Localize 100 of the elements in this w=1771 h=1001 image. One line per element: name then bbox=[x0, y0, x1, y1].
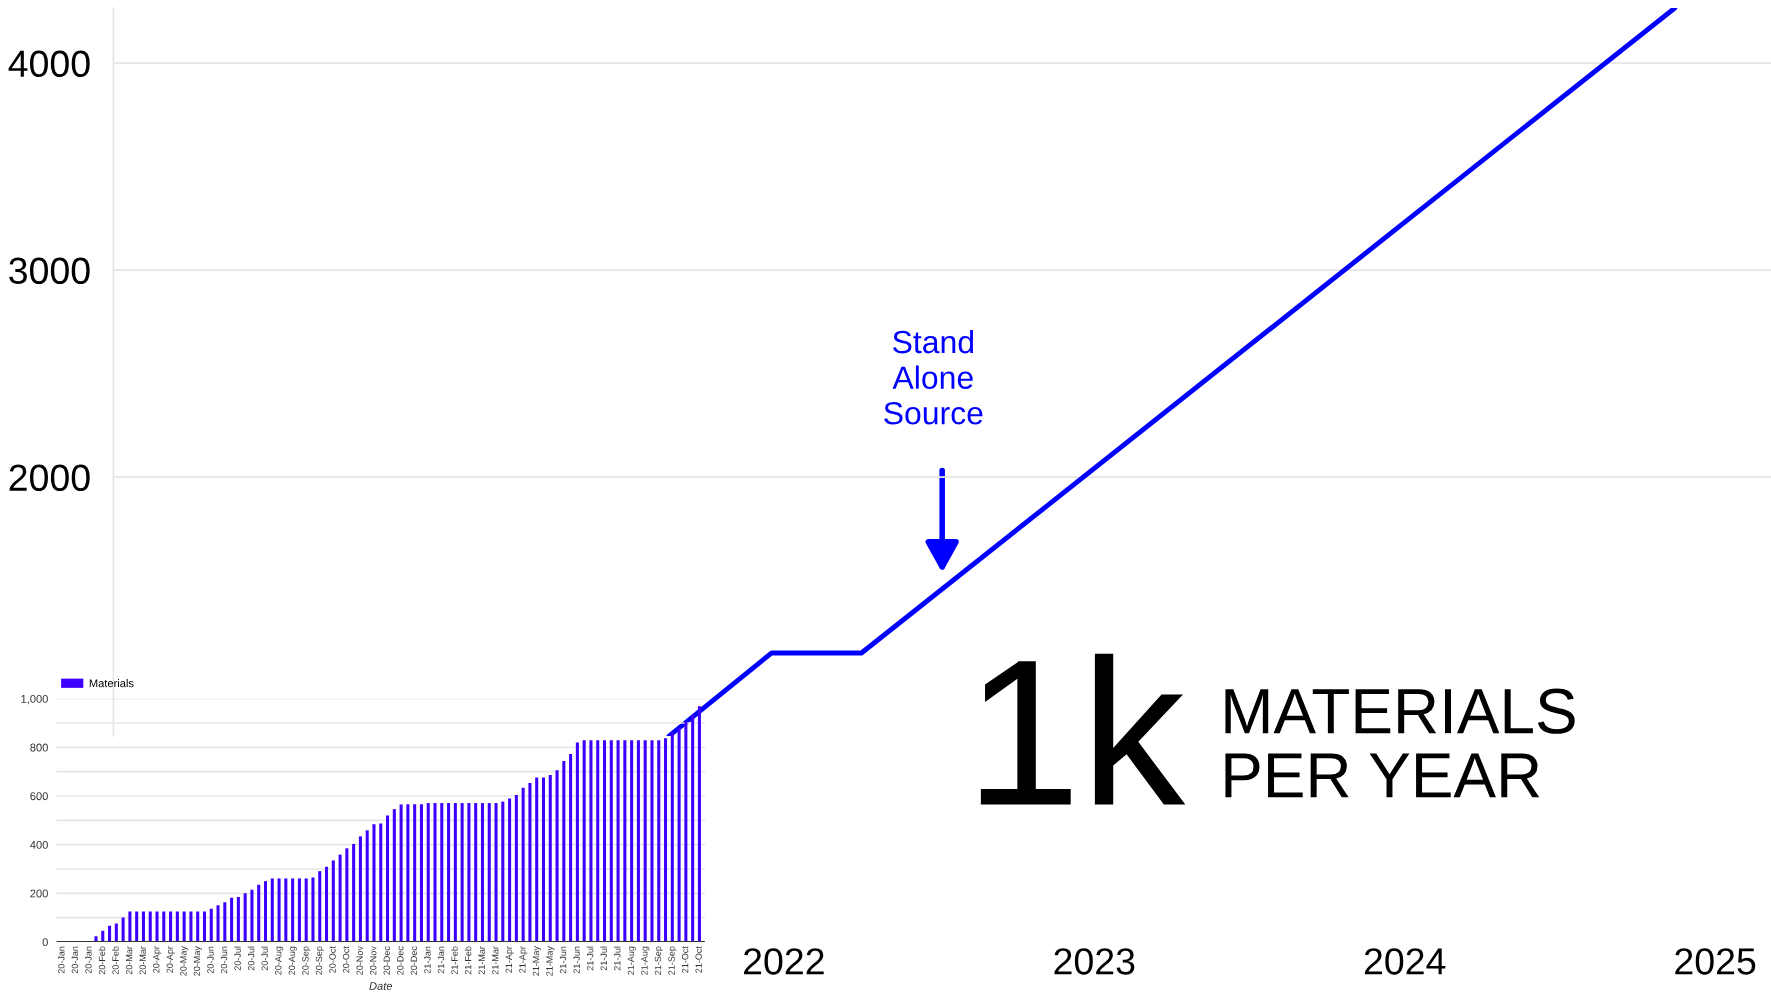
x-tick-label: 21-Feb bbox=[451, 946, 458, 975]
bar bbox=[325, 866, 329, 942]
bar bbox=[501, 801, 505, 942]
x-tick-label: 21-Oct bbox=[695, 946, 702, 973]
bar bbox=[467, 803, 471, 942]
bar bbox=[114, 923, 118, 942]
bar bbox=[514, 795, 518, 942]
bar bbox=[331, 860, 335, 942]
y-tick-label: 1,000 bbox=[21, 694, 48, 705]
bar bbox=[541, 777, 546, 942]
bar bbox=[196, 911, 200, 942]
x-tick-label: 21-Sep bbox=[668, 946, 677, 975]
x-tick-label: 21-Feb bbox=[464, 946, 472, 975]
x-tick-label: 20-Dec bbox=[397, 946, 404, 975]
y-tick-label: 3000 bbox=[9, 257, 90, 285]
x-tick-label: 20-Apr bbox=[153, 946, 162, 973]
x-tick-label: 20-Jun bbox=[207, 946, 214, 974]
x-tick-label: 20-Apr bbox=[166, 946, 175, 973]
bar bbox=[650, 740, 654, 942]
x-tick-label: 20-Jul bbox=[247, 946, 255, 971]
y-tick-label: 2000 bbox=[9, 464, 90, 492]
legend-label: Materials bbox=[89, 679, 134, 688]
bar bbox=[447, 803, 451, 942]
x-tick-label: 21-Jul bbox=[613, 946, 621, 971]
bar bbox=[169, 911, 173, 942]
x-tick-label: 20-Mar bbox=[125, 946, 133, 975]
x-tick-label: 20-Sep bbox=[315, 946, 324, 975]
bar bbox=[548, 775, 552, 942]
bar bbox=[141, 911, 145, 942]
bar bbox=[243, 893, 247, 942]
bar bbox=[670, 732, 674, 942]
y-tick-label: 600 bbox=[30, 792, 48, 801]
x-tick-label: 20-Jan bbox=[85, 946, 92, 974]
x-tick-label: 20-Feb bbox=[112, 946, 119, 975]
bar bbox=[596, 740, 600, 942]
bar bbox=[528, 783, 532, 942]
x-tick-label: 21-Jun bbox=[573, 946, 580, 974]
bar bbox=[182, 911, 186, 942]
x-tick-label: 20-Jul bbox=[234, 946, 241, 971]
bar bbox=[636, 740, 640, 942]
bar bbox=[623, 740, 627, 942]
bar bbox=[365, 830, 369, 942]
bar bbox=[345, 848, 349, 942]
bar bbox=[263, 881, 268, 942]
x-tick-label: 20-Mar bbox=[139, 946, 146, 975]
x-axis-title: Date bbox=[369, 982, 393, 990]
bar bbox=[291, 878, 295, 942]
x-tick-label: 21-Oct bbox=[681, 946, 689, 973]
x-tick-label: 21-Jan bbox=[437, 946, 445, 974]
bar bbox=[162, 911, 166, 942]
x-tick-label: 20-Jan bbox=[71, 946, 79, 974]
y-tick-label: 4000 bbox=[8, 50, 90, 78]
bar bbox=[352, 843, 356, 942]
bar bbox=[108, 925, 112, 942]
bar bbox=[555, 770, 559, 942]
bar bbox=[474, 803, 478, 942]
x-tick-label: 20-Jul bbox=[261, 946, 268, 971]
bar bbox=[508, 798, 512, 942]
bar bbox=[236, 896, 240, 942]
x-tick-label: 21-Apr bbox=[519, 946, 528, 973]
bar bbox=[684, 721, 688, 942]
bar bbox=[216, 905, 220, 942]
bar bbox=[250, 889, 254, 942]
x-tick-label: 20-Oct bbox=[329, 946, 336, 973]
x-tick-label: 21-Mar bbox=[492, 946, 499, 975]
bar bbox=[406, 804, 410, 942]
bar bbox=[609, 740, 613, 942]
x-tick-label: 2023 bbox=[1054, 948, 1135, 975]
y-tick-label: 800 bbox=[30, 743, 48, 752]
bar bbox=[399, 804, 403, 942]
x-tick-label: 21-May bbox=[546, 946, 555, 976]
bar bbox=[277, 878, 281, 942]
x-tick-label: 20-Feb bbox=[98, 946, 106, 975]
bar bbox=[460, 803, 464, 942]
x-tick-label: 2025 bbox=[1675, 948, 1756, 975]
x-tick-label: 20-May bbox=[180, 946, 189, 976]
bar bbox=[562, 760, 566, 942]
bar bbox=[419, 804, 423, 942]
bar bbox=[664, 738, 668, 942]
bar bbox=[677, 727, 681, 942]
bar bbox=[657, 740, 661, 942]
x-tick-label: 21-Jun bbox=[559, 946, 567, 974]
bar bbox=[379, 823, 383, 942]
x-tick-label: 20-Nov bbox=[370, 946, 377, 975]
x-tick-label: 20-Dec bbox=[410, 946, 418, 975]
x-tick-label: 21-Jan bbox=[424, 946, 431, 974]
x-tick-label: 20-May bbox=[193, 946, 202, 976]
bar bbox=[230, 897, 234, 942]
bar bbox=[480, 803, 484, 942]
bar bbox=[121, 917, 125, 942]
bar bbox=[189, 911, 193, 942]
bar bbox=[575, 742, 579, 942]
bar bbox=[616, 740, 620, 942]
bar bbox=[338, 854, 342, 942]
x-tick-label: 20-Oct bbox=[342, 946, 350, 973]
bar bbox=[569, 753, 573, 942]
bar bbox=[128, 911, 132, 942]
x-tick-label: 20-Dec bbox=[383, 946, 390, 975]
bar bbox=[630, 740, 634, 942]
bar bbox=[284, 878, 288, 942]
